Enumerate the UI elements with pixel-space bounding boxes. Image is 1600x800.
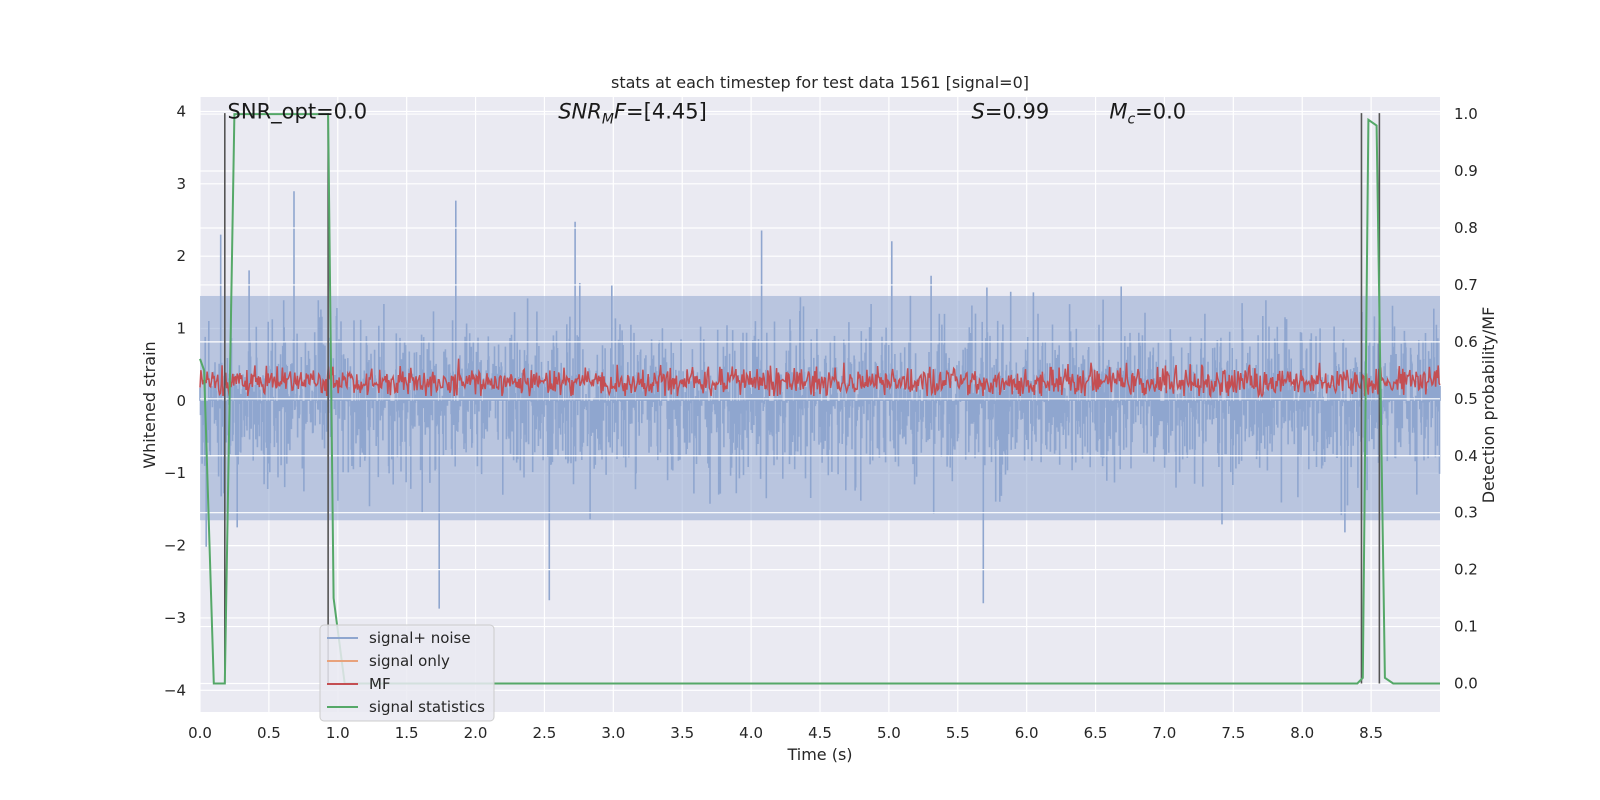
x-tick-label: 7.0 xyxy=(1153,724,1177,742)
x-tick-label: 4.0 xyxy=(739,724,763,742)
y-right-tick-label: 0.7 xyxy=(1454,276,1478,294)
x-tick-label: 2.0 xyxy=(464,724,488,742)
x-tick-label: 0.0 xyxy=(188,724,212,742)
x-tick-label: 7.5 xyxy=(1221,724,1245,742)
y-left-tick-label: 3 xyxy=(176,175,186,193)
y-left-tick-label: 4 xyxy=(176,102,186,120)
x-tick-label: 1.0 xyxy=(326,724,350,742)
annotation-layer: SNR_opt=0.0 SNRMF=[4.45] S=0.99 Mc=0.0 xyxy=(228,99,1187,127)
x-axis-label: Time (s) xyxy=(786,745,852,764)
legend-label-signal-noise: signal+ noise xyxy=(369,629,471,647)
x-tick-label: 4.5 xyxy=(808,724,832,742)
y-right-tick-label: 0.3 xyxy=(1454,504,1478,522)
x-tick-label: 0.5 xyxy=(257,724,281,742)
annotation-mc: Mc=0.0 xyxy=(1109,99,1186,127)
x-tick-label: 8.0 xyxy=(1290,724,1314,742)
y-right-tick-label: 0.5 xyxy=(1454,390,1478,408)
y-right-tick-label: 0.2 xyxy=(1454,561,1478,579)
x-tick-label: 6.0 xyxy=(1015,724,1039,742)
legend-label-signal-only: signal only xyxy=(369,652,450,670)
y-left-tick-label: −4 xyxy=(164,681,186,699)
y-right-tick-label: 0.6 xyxy=(1454,333,1478,351)
y-left-tick-label: 2 xyxy=(176,247,186,265)
legend: signal+ noise signal only MF signal stat… xyxy=(319,624,495,722)
x-tick-label: 3.5 xyxy=(670,724,694,742)
y-right-tick-label: 0.9 xyxy=(1454,162,1478,180)
y-left-tick-label: −2 xyxy=(164,537,186,555)
x-tick-label: 6.5 xyxy=(1084,724,1108,742)
y-right-tick-label: 0.4 xyxy=(1454,447,1478,465)
y-left-tick-label: −1 xyxy=(164,464,186,482)
annotation-s: S=0.99 xyxy=(972,99,1050,123)
y-left-tick-label: −3 xyxy=(164,609,186,627)
x-tick-label: 1.5 xyxy=(395,724,419,742)
x-tick-label: 8.5 xyxy=(1359,724,1383,742)
y-right-tick-label: 1.0 xyxy=(1454,105,1478,123)
chart-title: stats at each timestep for test data 156… xyxy=(611,73,1029,92)
annotation-snr-opt: SNR_opt=0.0 xyxy=(228,99,368,124)
annotation-snr-mf: SNRMF=[4.45] xyxy=(558,99,707,127)
x-tick-label: 5.0 xyxy=(877,724,901,742)
data-layer xyxy=(199,191,1441,609)
y-left-tick-label: 1 xyxy=(176,320,186,338)
legend-box xyxy=(319,624,495,722)
signal-noise-core xyxy=(200,295,1440,521)
ticks-layer: 0.0 0.5 1.0 1.5 2.0 2.5 3.0 3.5 4.0 4.5 5.0 5.5 6.0 6… xyxy=(164,102,1478,742)
legend-label-mf: MF xyxy=(369,675,391,693)
mf-line xyxy=(199,358,1441,399)
y-left-tick-label: 0 xyxy=(176,392,186,410)
y-right-tick-label: 0.0 xyxy=(1454,675,1478,693)
x-tick-label: 5.5 xyxy=(946,724,970,742)
x-tick-label: 3.0 xyxy=(601,724,625,742)
y-right-tick-label: 0.1 xyxy=(1454,618,1478,636)
x-tick-label: 2.5 xyxy=(533,724,557,742)
y-right-tick-label: 0.8 xyxy=(1454,219,1478,237)
legend-label-signal-statistics: signal statistics xyxy=(369,698,485,716)
y-axis-label-left: Whitened strain xyxy=(140,341,159,468)
y-axis-label-right: Detection probability/MF xyxy=(1479,307,1498,504)
